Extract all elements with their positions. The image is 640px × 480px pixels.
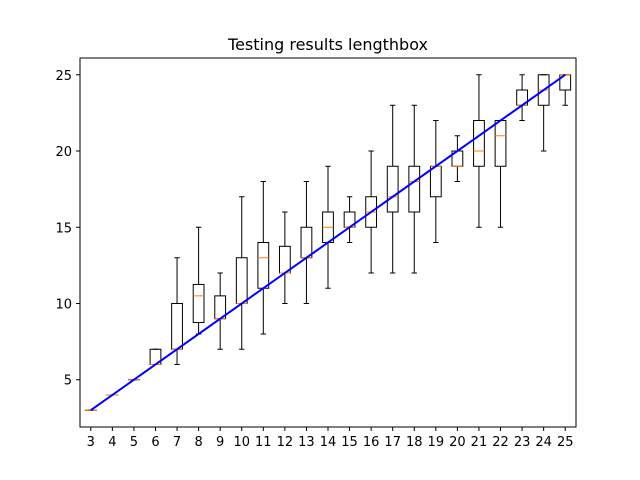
box-20: [451, 135, 464, 183]
reference-line: [90, 73, 566, 412]
box-iqr: [429, 165, 442, 198]
x-tick-label: 14: [320, 435, 337, 450]
box-12: [278, 211, 291, 304]
x-tick-label: 3: [87, 435, 95, 450]
y-tick-label: 25: [55, 69, 72, 84]
box-16: [365, 150, 378, 274]
box-19: [429, 120, 442, 243]
box-iqr: [278, 245, 291, 274]
x-axis: 3 4 5 6 7 8 9 10 11 12 13 14 15 16 17 18 19 20 21 22 23 24 25: [87, 427, 574, 450]
y-tick-label: 20: [55, 145, 72, 160]
box-iqr: [235, 257, 248, 304]
box-iqr: [171, 302, 183, 350]
y-tick-label: 5: [64, 374, 72, 389]
box-18: [408, 104, 421, 274]
box-iqr: [473, 120, 485, 167]
box-21: [473, 74, 485, 228]
x-tick-label: 7: [173, 435, 181, 450]
box-22: [494, 120, 507, 228]
box-iqr: [257, 242, 270, 289]
x-tick-label: 10: [233, 435, 250, 450]
x-tick-label: 8: [194, 435, 202, 450]
box-13: [300, 181, 313, 304]
x-tick-label: 4: [108, 435, 116, 450]
x-tick-label: 20: [449, 435, 466, 450]
x-tick-label: 12: [277, 435, 294, 450]
box-iqr: [192, 283, 205, 324]
box-8: [192, 226, 205, 335]
x-tick-label: 16: [363, 435, 380, 450]
x-tick-label: 11: [255, 435, 272, 450]
x-tick-label: 13: [298, 435, 315, 450]
x-tick-label: 6: [151, 435, 159, 450]
box-23: [516, 74, 528, 122]
x-tick-label: 23: [514, 435, 531, 450]
x-tick-label: 19: [428, 435, 445, 450]
y-axis: 5 10 15 20 25: [55, 69, 80, 389]
x-tick-label: 18: [406, 435, 423, 450]
box-15: [343, 196, 356, 243]
plot-area: [84, 73, 572, 412]
box-17: [386, 104, 399, 274]
box-10: [235, 196, 248, 350]
x-tick-label: 21: [471, 435, 488, 450]
box-14: [322, 165, 334, 289]
x-tick-label: 22: [492, 435, 509, 450]
x-tick-label: 25: [557, 435, 574, 450]
box-9: [214, 272, 227, 350]
box-iqr: [494, 120, 507, 167]
x-tick-label: 5: [130, 435, 138, 450]
box-iqr: [408, 165, 421, 213]
box-11: [257, 181, 270, 335]
box-24: [537, 74, 550, 152]
x-tick-label: 24: [535, 435, 552, 450]
y-tick-label: 15: [55, 221, 72, 236]
x-tick-label: 17: [384, 435, 401, 450]
axes-frame: [79, 57, 577, 428]
x-tick-label: 9: [216, 435, 224, 450]
box-iqr: [300, 226, 313, 259]
x-tick-label: 15: [341, 435, 358, 450]
chart-title: Testing results lengthbox: [227, 35, 428, 54]
box-25: [559, 74, 572, 106]
y-tick-label: 10: [55, 297, 72, 312]
box-iqr: [386, 165, 399, 213]
